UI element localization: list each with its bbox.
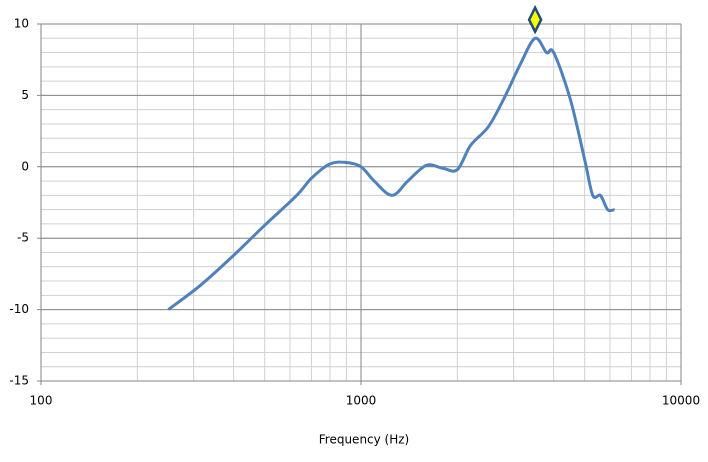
x-tick-label: 10000 [662, 394, 700, 408]
data-line [167, 36, 615, 311]
y-tick-label: 0 [21, 159, 29, 173]
y-tick-label: 10 [14, 17, 29, 31]
y-tick-label: -15 [9, 374, 29, 388]
peak-marker [527, 4, 543, 35]
x-tick-label: 1000 [346, 394, 377, 408]
x-tick-label: 100 [30, 394, 53, 408]
x-axis-label: Frequency (Hz) [319, 433, 410, 447]
y-tick-label: -5 [17, 231, 29, 245]
y-tick-label: -10 [9, 302, 29, 316]
y-tick-label: 5 [21, 88, 29, 102]
